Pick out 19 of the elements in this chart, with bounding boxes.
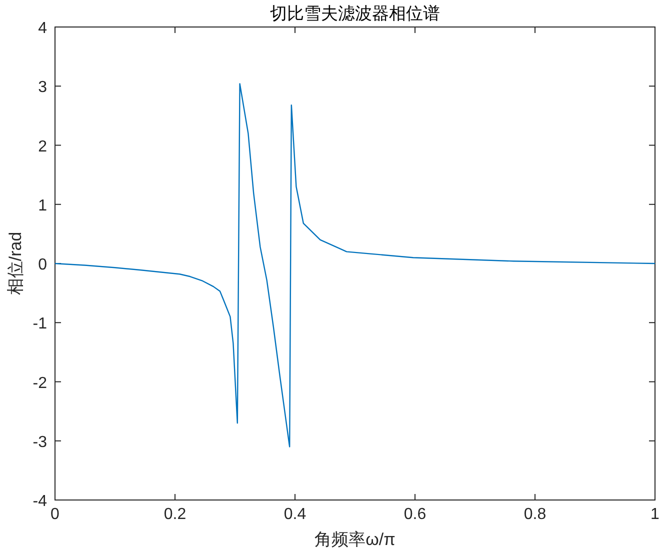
x-tick-label: 0.2: [164, 506, 186, 523]
x-tick-label: 0.8: [524, 506, 546, 523]
y-axis-title: 相位/rad: [6, 232, 25, 296]
y-tick-label: 4: [38, 20, 48, 37]
x-tick-label: 0: [50, 506, 60, 523]
y-tick-label: -4: [32, 493, 48, 510]
x-tick-label: 0.6: [404, 506, 426, 523]
x-tick-label: 1: [650, 506, 660, 523]
chart-title: 切比雪夫滤波器相位谱: [270, 4, 440, 23]
y-tick-label: 3: [38, 79, 48, 96]
y-tick-label: -2: [32, 374, 48, 392]
y-tick-label: -3: [32, 434, 48, 451]
y-tick-label: 2: [38, 138, 48, 156]
line-series: [54, 83, 656, 448]
x-tick-label: 0.4: [284, 506, 306, 523]
y-tick-label: -1: [32, 316, 48, 333]
y-tick-label: 1: [38, 197, 48, 214]
y-tick-label: 0: [38, 256, 48, 274]
x-axis-title: 角频率ω/π: [314, 530, 396, 549]
